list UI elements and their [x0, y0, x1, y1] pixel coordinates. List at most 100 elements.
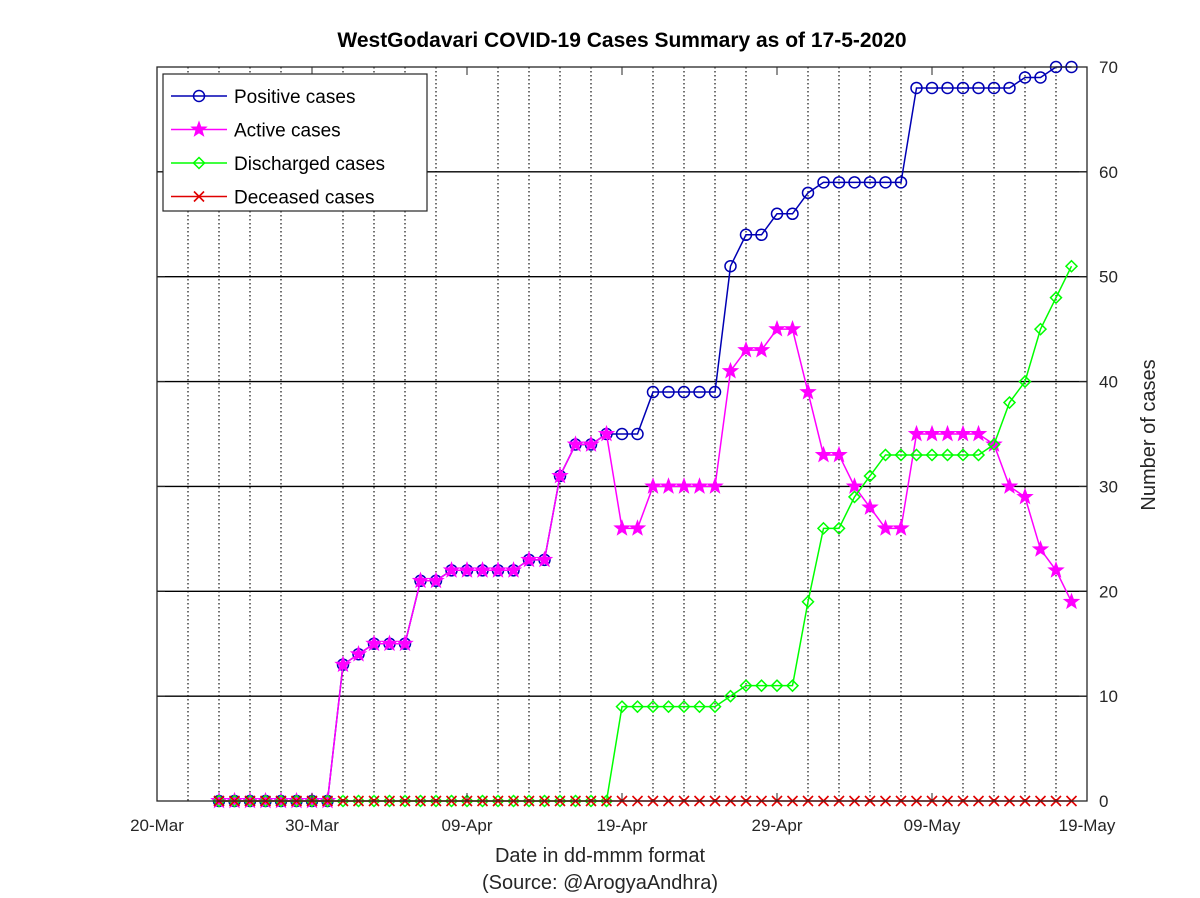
data-point-discharged-cases — [739, 679, 753, 693]
data-point-active-cases — [783, 319, 802, 337]
data-point-positive-cases — [910, 81, 923, 95]
data-point-discharged-cases — [801, 595, 815, 609]
data-point-discharged-cases — [661, 700, 676, 714]
data-point-active-cases — [721, 361, 740, 379]
data-point-positive-cases — [1034, 71, 1047, 84]
data-point-discharged-cases — [909, 448, 924, 462]
data-point-discharged-cases — [320, 794, 335, 808]
data-point-discharged-cases — [630, 700, 645, 714]
data-point-discharged-cases — [243, 794, 257, 808]
data-point-discharged-cases — [227, 794, 242, 808]
x-axis-label: Date in dd-mmm format — [495, 845, 705, 867]
data-point-discharged-cases — [754, 679, 769, 693]
data-point-discharged-cases — [878, 448, 893, 462]
data-point-active-cases — [442, 561, 461, 578]
data-point-discharged-cases — [1002, 395, 1017, 410]
legend-marker-discharged-cases — [192, 156, 206, 170]
data-point-active-cases — [520, 550, 538, 568]
data-point-active-cases — [644, 477, 662, 494]
data-point-positive-cases — [1018, 71, 1032, 84]
data-point-discharged-cases — [816, 521, 831, 535]
data-point-active-cases — [597, 424, 616, 442]
data-point-discharged-cases — [460, 794, 474, 808]
data-point-active-cases — [334, 655, 352, 673]
y-tick-label: 50 — [1099, 268, 1118, 287]
data-point-discharged-cases — [537, 794, 552, 808]
series-discharged-cases — [212, 259, 1079, 808]
data-point-active-cases — [876, 519, 895, 536]
y-tick-label: 0 — [1099, 792, 1108, 811]
data-point-discharged-cases — [971, 448, 986, 462]
legend-label-deceased-cases: Deceased cases — [234, 188, 374, 209]
data-point-active-cases — [489, 561, 507, 578]
data-point-discharged-cases — [506, 794, 521, 808]
legend-label-active-cases: Active cases — [234, 121, 341, 142]
data-point-positive-cases — [817, 176, 830, 189]
data-point-discharged-cases — [894, 448, 908, 462]
y-axis-label: Number of cases — [1138, 359, 1160, 510]
data-point-discharged-cases — [444, 794, 459, 808]
data-point-positive-cases — [662, 385, 675, 399]
data-point-discharged-cases — [305, 794, 319, 808]
data-point-active-cases — [628, 519, 647, 536]
data-point-discharged-cases — [770, 679, 784, 693]
data-point-discharged-cases — [708, 700, 722, 714]
data-point-positive-cases — [693, 385, 706, 399]
data-point-active-cases — [799, 382, 817, 400]
data-point-discharged-cases — [832, 521, 846, 535]
y-tick-label: 10 — [1099, 687, 1118, 706]
y-tick-label: 40 — [1099, 373, 1118, 392]
data-point-discharged-cases — [925, 448, 939, 462]
data-point-discharged-cases — [847, 490, 862, 504]
data-point-active-cases — [814, 445, 833, 463]
legend: Positive cases Active cases Discharged cas… — [162, 73, 428, 212]
data-point-positive-cases — [739, 228, 753, 242]
data-point-discharged-cases — [940, 448, 955, 462]
legend-label-discharged-cases: Discharged cases — [234, 154, 385, 175]
data-point-active-cases — [752, 340, 771, 358]
data-point-active-cases — [1016, 487, 1034, 505]
data-point-active-cases — [659, 477, 678, 494]
data-point-discharged-cases — [351, 794, 366, 808]
data-point-discharged-cases — [429, 794, 443, 808]
data-point-active-cases — [768, 319, 786, 337]
x-tick-label: 09-May — [904, 816, 961, 835]
data-point-active-cases — [675, 477, 693, 494]
data-point-discharged-cases — [491, 794, 505, 808]
data-point-discharged-cases — [522, 794, 536, 808]
data-point-positive-cases — [863, 176, 877, 189]
data-point-active-cases — [907, 424, 926, 442]
data-point-active-cases — [737, 340, 755, 358]
data-point-active-cases — [582, 435, 600, 452]
data-point-active-cases — [830, 445, 848, 463]
series-active-cases — [210, 319, 1081, 809]
data-point-discharged-cases — [1033, 322, 1048, 336]
data-point-active-cases — [892, 519, 910, 536]
data-point-active-cases — [1031, 540, 1050, 557]
data-point-discharged-cases — [1064, 259, 1079, 273]
data-point-active-cases — [1047, 561, 1065, 578]
data-point-active-cases — [845, 477, 864, 494]
data-point-active-cases — [613, 519, 631, 536]
data-point-active-cases — [365, 634, 383, 652]
data-point-discharged-cases — [692, 700, 707, 714]
legend-item-deceased-cases: Deceased cases — [171, 188, 374, 209]
y-tick-label: 20 — [1099, 582, 1118, 601]
data-point-active-cases — [938, 424, 957, 442]
data-point-active-cases — [380, 634, 399, 652]
data-point-discharged-cases — [367, 794, 381, 808]
data-point-positive-cases — [894, 176, 908, 189]
data-point-active-cases — [861, 498, 879, 515]
y-tick-label: 70 — [1099, 58, 1118, 77]
data-point-discharged-cases — [212, 794, 226, 808]
chart-title: WestGodavari COVID-19 Cases Summary as o… — [337, 29, 906, 52]
legend-item-discharged-cases: Discharged cases — [171, 154, 385, 175]
legend-marker-active-cases — [190, 120, 208, 137]
x-tick-label: 19-Apr — [596, 816, 647, 835]
legend-marker-deceased-cases — [193, 190, 205, 203]
data-point-discharged-cases — [258, 794, 273, 808]
data-point-discharged-cases — [956, 448, 970, 462]
data-point-active-cases — [706, 477, 724, 494]
y-tick-label: 30 — [1099, 477, 1118, 496]
